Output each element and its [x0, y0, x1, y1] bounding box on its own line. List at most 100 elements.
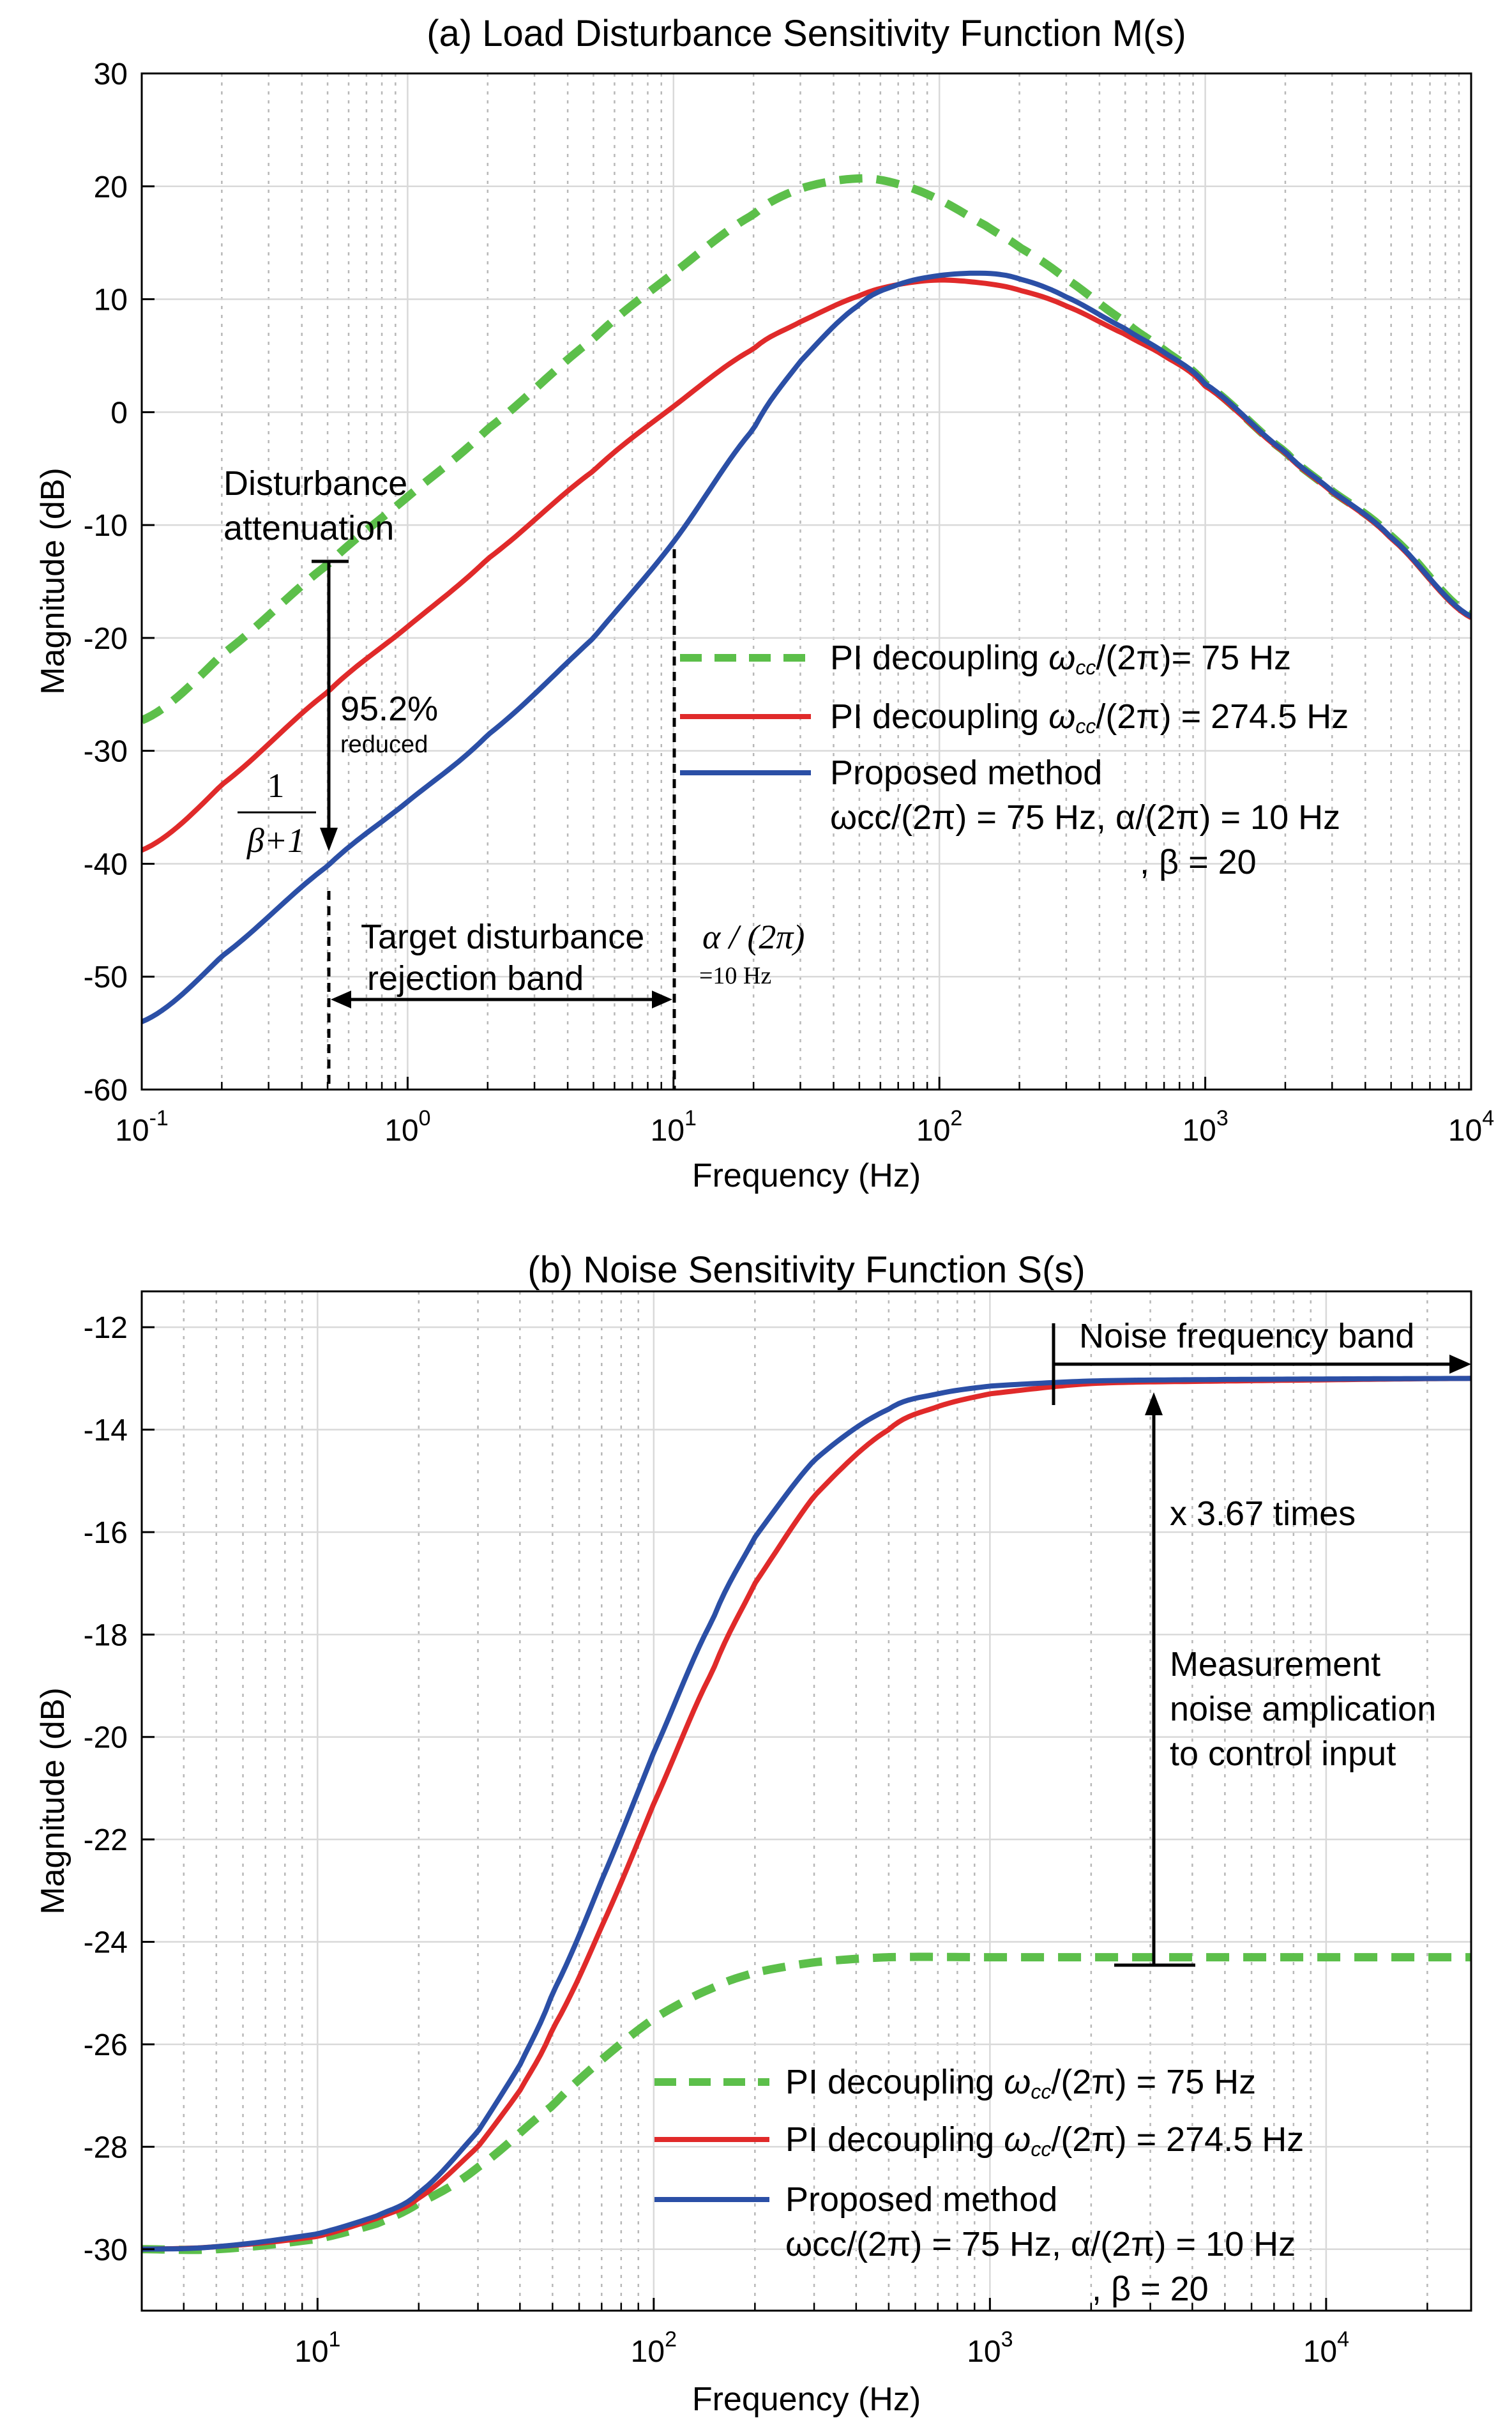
chart-a-xlabel: Frequency (Hz) — [692, 1157, 921, 1194]
legend-b-label-1: PI decoupling ωcc/(2π) = 75 Hz — [785, 2063, 1256, 2103]
legend-a-label-2: PI decoupling ωcc/(2π) = 274.5 Hz — [830, 697, 1349, 738]
chart-a-annotations: Disturbance attenuation 95.2% reduced 1 … — [223, 464, 805, 1090]
legend-a-label-1-rest: /(2π)= 75 Hz — [1096, 639, 1291, 677]
legend-a-label-1-sub: cc — [1075, 656, 1096, 679]
chart-b-ticks: -12 -14 -16 -18 -20 -22 -24 -26 -28 -30 101 102 103 1… — [84, 1311, 1428, 2369]
chart-b-frame — [140, 1290, 1472, 2312]
chart-a: (a) Load Disturbance Sensitivity Functio… — [34, 13, 1494, 1194]
chart-a-frame — [140, 72, 1472, 1091]
chart-a-ylabel: Magnitude (dB) — [34, 467, 72, 695]
ytick-label-b--22: -22 — [84, 1823, 128, 1857]
legend-b-label-3: Proposed method — [785, 2180, 1057, 2219]
attenuation-arrow-head — [320, 828, 338, 851]
chart-b-title: (b) Noise Sensitivity Function S(s) — [527, 1249, 1085, 1291]
ytick-label-a--60: -60 — [84, 1074, 128, 1107]
ytick-label-b--12: -12 — [84, 1311, 128, 1345]
ytick-label-a-30: 30 — [94, 57, 128, 91]
legend-b-label-1-sub: cc — [1031, 2080, 1051, 2103]
attenuation-label-1: Disturbance — [223, 464, 407, 503]
legend-a-label-1-omega: ω — [1048, 639, 1075, 677]
measurement-label-1: Measurement — [1170, 1645, 1380, 1683]
xtick-label-a-2: 102 — [916, 1106, 962, 1148]
legend-a-label-2-sub: cc — [1075, 715, 1096, 738]
legend-a-label-2-rest: /(2π) = 274.5 Hz — [1096, 697, 1349, 736]
chart-a-grid — [140, 72, 1472, 1091]
percent-sub-label: reduced — [340, 731, 428, 758]
percent-label: 95.2% — [340, 690, 438, 728]
xtick-label-b-4: 104 — [1303, 2327, 1349, 2369]
chart-a-series — [142, 174, 1471, 1024]
alpha-label-1: α / (2π) — [702, 918, 805, 956]
legend-b-label-2-sub: cc — [1031, 2138, 1051, 2161]
chart-b-series — [142, 1376, 1471, 2254]
ytick-label-b--16: -16 — [84, 1516, 128, 1550]
ytick-label-b--24: -24 — [84, 1926, 128, 1960]
series-a-3 — [142, 270, 1471, 1024]
ytick-label-a-10: 10 — [94, 284, 128, 317]
legend-a-label-1-text: PI decoupling — [830, 639, 1048, 677]
legend-b-label-1-rest: /(2π) = 75 Hz — [1051, 2063, 1256, 2101]
legend-b-label-3-line2: ωcc/(2π) = 75 Hz, α/(2π) = 10 Hz — [785, 2225, 1296, 2263]
noise-band-arrow-head — [1449, 1355, 1471, 1374]
chart-a-legend: PI decoupling ωcc/(2π)= 75 Hz PI decoupl… — [680, 639, 1349, 881]
ytick-label-b--30: -30 — [84, 2233, 128, 2267]
xtick-label-b-1: 101 — [294, 2327, 340, 2369]
chart-b-legend: PI decoupling ωcc/(2π) = 75 Hz PI decoup… — [654, 2063, 1304, 2308]
fraction-denominator: β+1 — [246, 821, 305, 860]
legend-a-label-3-line3: , β = 20 — [1140, 843, 1257, 881]
legend-a-label-1: PI decoupling ωcc/(2π)= 75 Hz — [830, 639, 1291, 679]
chart-b-ylabel: Magnitude (dB) — [34, 1687, 72, 1915]
amplification-arrow-head — [1145, 1392, 1163, 1415]
ytick-label-a-0: 0 — [110, 396, 128, 430]
attenuation-label-2: attenuation — [223, 509, 394, 547]
xtick-label-a--1: 10-1 — [115, 1106, 169, 1148]
series-a-2 — [142, 277, 1471, 853]
ytick-label-a--10: -10 — [84, 509, 128, 543]
ytick-label-a--20: -20 — [84, 622, 128, 656]
chart-b-grid — [140, 1291, 1471, 2311]
legend-a-label-3-line2: ωcc/(2π) = 75 Hz, α/(2π) = 10 Hz — [830, 798, 1340, 837]
chart-a-title: (a) Load Disturbance Sensitivity Functio… — [427, 13, 1186, 54]
band-arrow-left-head — [331, 991, 351, 1008]
band-arrow-right-head — [652, 991, 672, 1008]
ytick-label-b--20: -20 — [84, 1721, 128, 1755]
times-label: x 3.67 times — [1170, 1494, 1356, 1533]
measurement-label-3: to control input — [1170, 1735, 1396, 1773]
legend-b-label-2-text: PI decoupling — [785, 2120, 1004, 2159]
alpha-label-2: =10 Hz — [699, 962, 771, 989]
legend-a-label-2-text: PI decoupling — [830, 697, 1048, 736]
series-b-1 — [142, 1952, 1471, 2254]
fraction-numerator: 1 — [268, 766, 285, 805]
ytick-label-b--26: -26 — [84, 2028, 128, 2062]
ytick-label-b--14: -14 — [84, 1414, 128, 1448]
ytick-label-a--40: -40 — [84, 847, 128, 881]
ytick-label-b--28: -28 — [84, 2131, 128, 2164]
ytick-label-a--30: -30 — [84, 735, 128, 769]
ytick-label-a--50: -50 — [84, 961, 128, 994]
band-label-2: rejection band — [367, 959, 584, 998]
legend-b-label-2-omega: ω — [1004, 2120, 1031, 2159]
legend-b-label-1-text: PI decoupling — [785, 2063, 1004, 2101]
noise-band-label: Noise frequency band — [1079, 1317, 1414, 1355]
legend-b-label-1-omega: ω — [1004, 2063, 1031, 2101]
xtick-label-b-3: 103 — [967, 2327, 1013, 2369]
xtick-label-a-4: 104 — [1448, 1106, 1494, 1148]
xtick-label-b-2: 102 — [631, 2327, 677, 2369]
legend-b-label-2: PI decoupling ωcc/(2π) = 274.5 Hz — [785, 2120, 1304, 2161]
ytick-label-a-20: 20 — [94, 171, 128, 204]
chart-b: (b) Noise Sensitivity Function S(s) -12-… — [34, 1249, 1472, 2418]
legend-a-label-3: Proposed method — [830, 754, 1102, 792]
series-b-3 — [142, 1376, 1471, 2252]
chart-b-annotations: Noise frequency band x 3.67 times Measur… — [1052, 1317, 1471, 1967]
legend-b-label-2-rest: /(2π) = 274.5 Hz — [1051, 2120, 1304, 2159]
legend-a-label-2-omega: ω — [1048, 697, 1075, 736]
band-label-1: Target disturbance — [361, 918, 644, 956]
xtick-label-a-3: 103 — [1182, 1106, 1228, 1148]
ytick-label-b--18: -18 — [84, 1618, 128, 1652]
chart-b-xlabel: Frequency (Hz) — [692, 2381, 921, 2418]
measurement-label-2: noise amplication — [1170, 1690, 1436, 1728]
xtick-label-a-1: 101 — [651, 1106, 697, 1148]
xtick-label-a-0: 100 — [384, 1106, 430, 1148]
